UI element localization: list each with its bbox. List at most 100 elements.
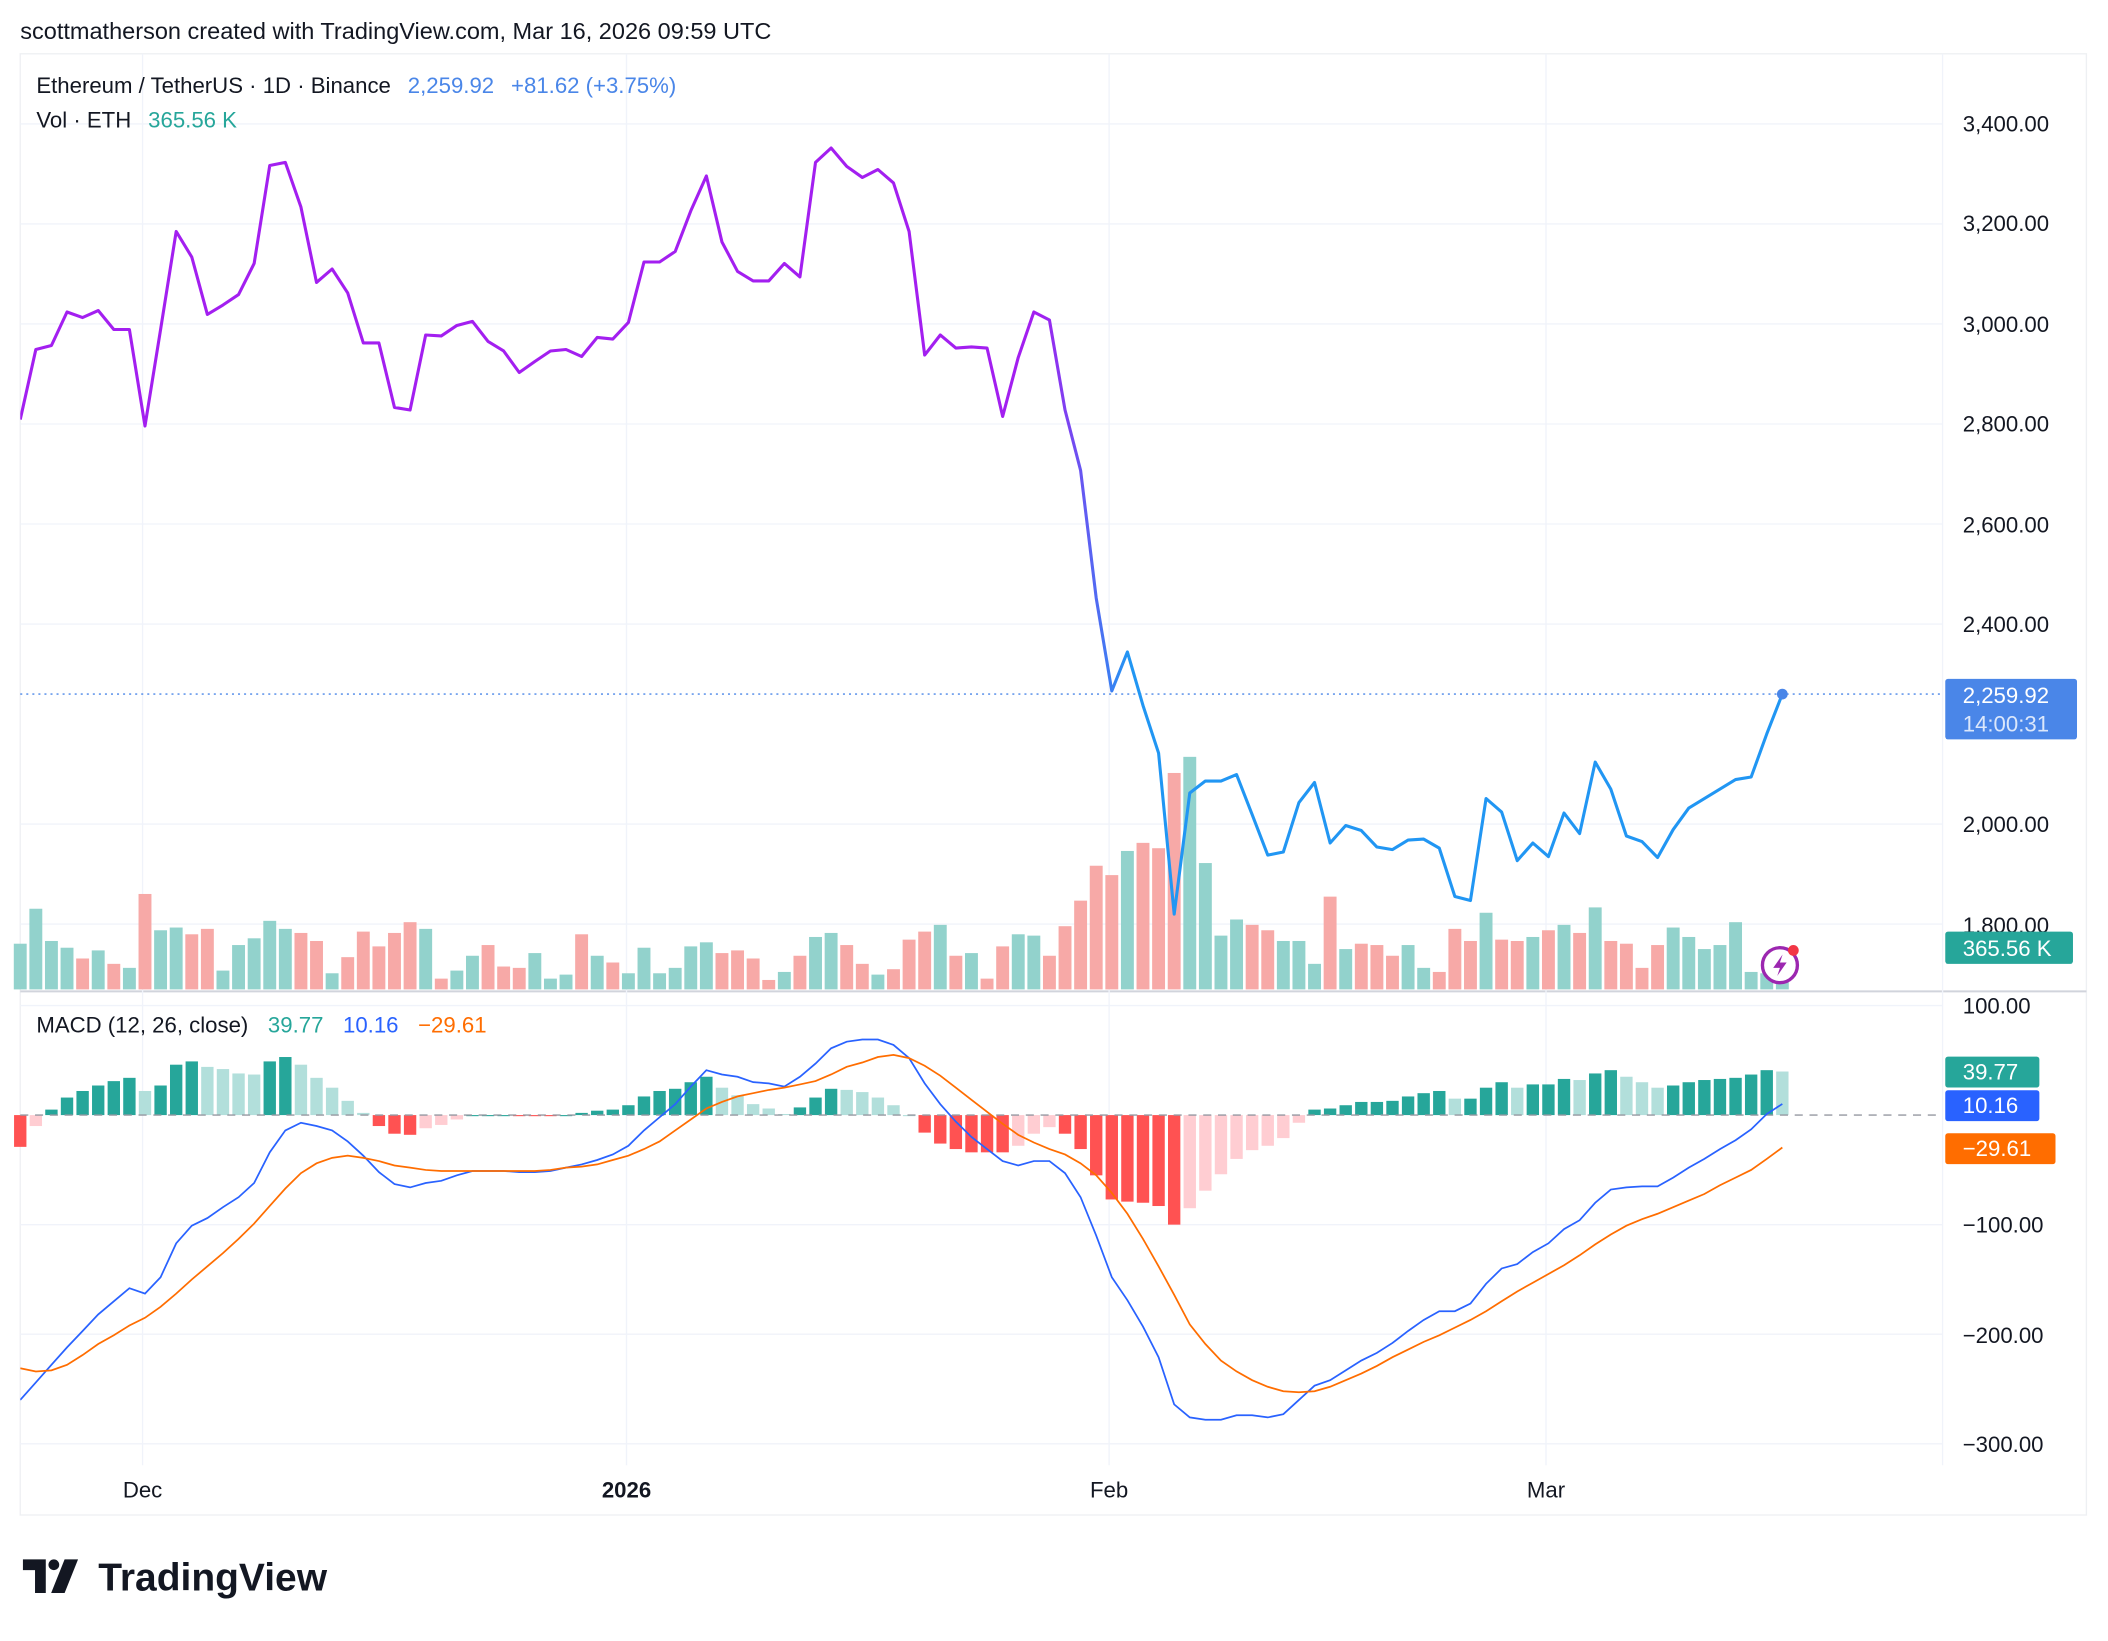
volume-bar <box>1214 935 1228 990</box>
volume-bar <box>278 928 292 990</box>
volume-bar <box>247 938 261 990</box>
histogram-bar <box>1401 1096 1415 1116</box>
histogram-bar <box>419 1115 432 1129</box>
histogram-bar <box>1776 1071 1789 1116</box>
volume-bar <box>855 963 869 990</box>
price-tick: 2,800.00 <box>1963 412 2049 437</box>
grid-lines <box>20 53 1943 1466</box>
volume-bar <box>232 945 246 990</box>
last-price-dot <box>1776 688 1788 700</box>
histogram-bar <box>294 1064 308 1116</box>
histogram-bar <box>1277 1115 1290 1139</box>
histogram-bar <box>622 1105 635 1116</box>
macd-title[interactable]: MACD (12, 26, close) <box>36 1012 248 1037</box>
histogram-bar <box>746 1104 760 1116</box>
histogram-bar <box>1339 1105 1352 1116</box>
histogram-bar <box>60 1097 74 1116</box>
histogram-bar <box>201 1066 214 1116</box>
histogram-bar <box>965 1115 978 1153</box>
volume-bar <box>528 953 542 990</box>
macd-legend: MACD (12, 26, close) 39.77 10.16 −29.61 <box>36 1012 486 1037</box>
volume-bar <box>60 947 74 990</box>
histogram-bar <box>1417 1093 1430 1116</box>
tradingview-logo-icon <box>22 1559 79 1593</box>
countdown: 14:00:31 <box>1963 711 2049 736</box>
histogram-bar <box>559 1115 573 1117</box>
histogram-bar <box>840 1089 853 1116</box>
volume-bar <box>1152 848 1166 990</box>
histogram-bar <box>138 1090 152 1116</box>
histogram-bar <box>1370 1101 1384 1116</box>
histogram-bar <box>1105 1115 1118 1200</box>
volume-bar <box>746 958 760 990</box>
histogram-bar <box>1573 1080 1586 1116</box>
volume-bar <box>1713 945 1727 990</box>
price-tick: 3,400.00 <box>1963 112 2049 137</box>
histogram-bar <box>1511 1087 1524 1116</box>
volume-bar <box>169 927 183 990</box>
volume-bar <box>91 950 105 990</box>
histogram-bar <box>731 1095 744 1116</box>
histogram-bar <box>185 1061 198 1116</box>
macd-axis[interactable]: 100.00 −100.00 −200.00 −300.00 <box>1963 994 2044 1457</box>
histogram-bar <box>154 1085 167 1116</box>
chart-frame <box>19 53 2088 1516</box>
histogram-bar <box>1245 1115 1259 1151</box>
volume-bar <box>1058 926 1072 990</box>
histogram-bar <box>1479 1087 1493 1116</box>
volume-bar <box>637 947 651 990</box>
price-line <box>20 146 1784 916</box>
volume-bar <box>1588 907 1602 990</box>
time-axis[interactable]: Dec 2026 Feb Mar <box>123 1478 1566 1503</box>
volume-bar <box>1245 924 1259 990</box>
volume-bar <box>481 945 495 990</box>
volume-bar <box>1042 955 1056 990</box>
lightning-icon[interactable] <box>1760 945 1800 985</box>
histogram-bar <box>466 1115 479 1117</box>
histogram-bar <box>996 1115 1009 1153</box>
macd-tick: −300.00 <box>1963 1432 2044 1457</box>
histogram-bar <box>1557 1078 1571 1116</box>
histogram-bar <box>1448 1098 1462 1116</box>
volume-bar <box>1261 930 1275 990</box>
volume-bar <box>902 939 916 990</box>
legend-change: +81.62 (+3.75%) <box>511 73 676 98</box>
volume-bar <box>1557 924 1571 990</box>
histogram-bar <box>1043 1115 1056 1128</box>
histogram-bar <box>1323 1108 1337 1116</box>
histogram-bar <box>700 1076 713 1116</box>
volume-bar <box>1526 936 1540 990</box>
macd-histogram-value: 39.77 <box>268 1012 323 1037</box>
volume-title[interactable]: Vol · ETH <box>36 108 131 133</box>
symbol-title[interactable]: Ethereum / TetherUS · 1D · Binance <box>36 73 391 98</box>
signal-value: −29.61 <box>418 1012 486 1037</box>
volume-bar <box>980 978 994 990</box>
price-tick: 2,000.00 <box>1963 812 2049 837</box>
macd-tag: 10.16 <box>1963 1093 2018 1118</box>
tradingview-logo[interactable]: TradingView <box>22 1556 328 1599</box>
legend-line-1: Ethereum / TetherUS · 1D · Binance 2,259… <box>36 73 676 98</box>
volume-bar <box>996 946 1010 990</box>
volume-bar <box>684 946 698 990</box>
histogram-bar <box>107 1081 120 1116</box>
volume-bar <box>29 908 43 990</box>
histogram-bar <box>279 1057 292 1116</box>
price-axis[interactable]: 3,400.00 3,200.00 3,000.00 2,800.00 2,60… <box>1963 112 2049 938</box>
time-tick: Dec <box>123 1478 162 1503</box>
volume-bar <box>512 967 526 990</box>
legend-line-2: Vol · ETH 365.56 K <box>36 108 237 133</box>
last-price-tag: 2,259.92 14:00:31 <box>1945 678 2078 740</box>
histogram-bar <box>247 1074 261 1116</box>
histogram-bar <box>1230 1115 1243 1159</box>
histogram-bar <box>497 1115 510 1117</box>
histogram-bar <box>1074 1115 1087 1150</box>
volume-bar <box>76 958 90 990</box>
histogram-bar <box>1058 1115 1072 1134</box>
volume-bar <box>1666 927 1680 990</box>
histogram-tag: 39.77 <box>1963 1059 2018 1084</box>
histogram-bar <box>544 1115 557 1117</box>
price-tick: 2,600.00 <box>1963 512 2049 537</box>
macd-line <box>20 1038 1783 1421</box>
volume-bar <box>1682 936 1696 990</box>
